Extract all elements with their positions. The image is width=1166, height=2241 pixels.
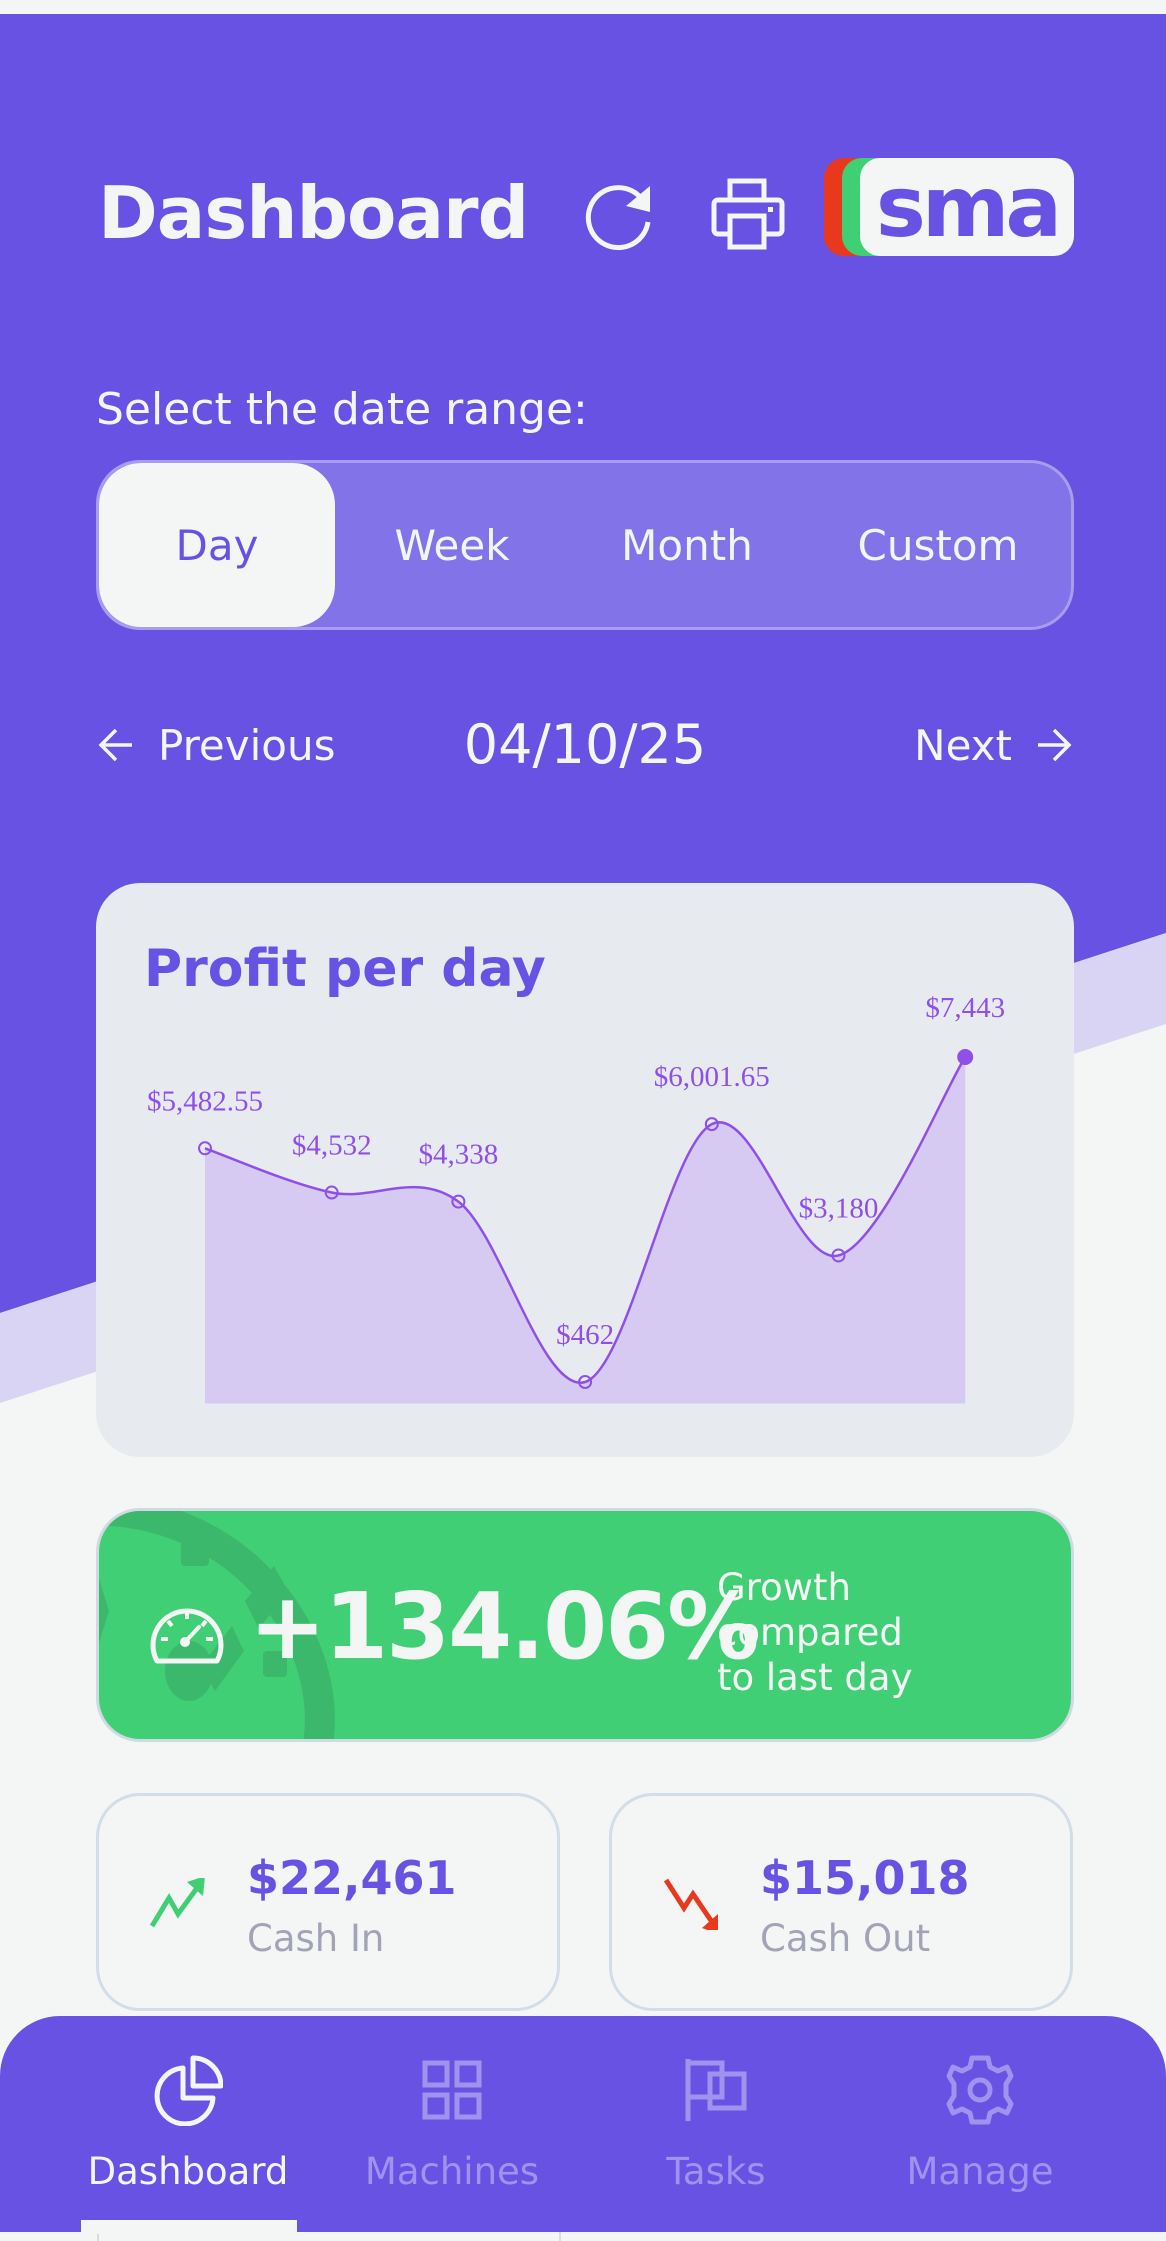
growth-caption-line: to last day — [717, 1656, 913, 1699]
date-range-selector: Day Week Month Custom — [96, 460, 1074, 630]
chart-title: Profit per day — [144, 939, 546, 999]
sma-logo: sma — [824, 158, 1074, 258]
active-tab-indicator — [81, 2220, 297, 2234]
cash-in-card[interactable]: $22,461 Cash In — [96, 1793, 560, 2011]
gear-icon — [946, 2055, 1014, 2125]
next-label: Next — [914, 720, 1012, 770]
growth-caption: Growth compared to last day — [717, 1565, 977, 1700]
bottom-navigation: Dashboard Machines Tasks — [0, 2016, 1166, 2232]
trend-up-icon — [149, 1878, 205, 1928]
data-label: $4,338 — [419, 1139, 499, 1171]
range-option-custom[interactable]: Custom — [857, 520, 1019, 570]
data-point[interactable] — [704, 1117, 719, 1132]
refresh-button[interactable] — [584, 176, 660, 252]
data-label: $5,482.55 — [147, 1085, 263, 1117]
speedometer-icon — [150, 1608, 224, 1664]
tab-label: Manage — [906, 2150, 1054, 2193]
card-edge — [559, 2232, 561, 2241]
logo-text: sma — [876, 158, 1058, 256]
chart-area — [205, 1057, 966, 1404]
data-label: $4,532 — [292, 1130, 372, 1162]
tab-machines[interactable]: Machines — [320, 2016, 584, 2232]
printer-icon — [711, 178, 785, 250]
data-point[interactable] — [451, 1194, 466, 1209]
data-label: $3,180 — [799, 1192, 879, 1224]
growth-card: +134.06% Growth compared to last day — [96, 1508, 1074, 1742]
profit-chart: $5,482.55 $4,532 $4,338 $462 $6,001.65 $3,180… — [147, 992, 1005, 1404]
tab-dashboard[interactable]: Dashboard — [56, 2016, 320, 2232]
date-navigation: 04/10/25 Previous Next — [96, 700, 1074, 790]
data-point[interactable] — [578, 1374, 593, 1389]
data-point[interactable] — [324, 1185, 339, 1200]
print-button[interactable] — [708, 176, 788, 252]
tab-label: Machines — [364, 2150, 540, 2193]
refresh-icon — [585, 185, 651, 251]
growth-caption-line: Growth — [717, 1566, 851, 1609]
range-option-week[interactable]: Week — [394, 520, 510, 570]
tab-label: Tasks — [666, 2150, 766, 2193]
data-label: $462 — [556, 1319, 614, 1351]
cash-out-card[interactable]: $15,018 Cash Out — [609, 1793, 1073, 2011]
data-point[interactable] — [957, 1049, 974, 1066]
pie-chart-icon — [154, 2055, 223, 2126]
previous-button[interactable]: Previous — [96, 700, 336, 790]
grid-icon — [422, 2060, 482, 2120]
growth-caption-line: compared — [717, 1611, 903, 1654]
cash-out-label: Cash Out — [760, 1917, 931, 1960]
flags-icon — [685, 2059, 747, 2121]
profit-chart-card: $5,482.55 $4,532 $4,338 $462 $6,001.65 $3,180… — [96, 883, 1074, 1457]
tab-label: Dashboard — [87, 2150, 289, 2193]
speedometer-watermark-icon — [99, 1511, 335, 1739]
cash-out-value: $15,018 — [760, 1851, 970, 1905]
data-point[interactable] — [198, 1141, 212, 1156]
tab-manage[interactable]: Manage — [848, 2016, 1112, 2232]
data-label: $7,443 — [925, 992, 1005, 1024]
cash-in-label: Cash In — [247, 1917, 385, 1960]
arrow-left-icon — [98, 728, 132, 762]
cash-in-value: $22,461 — [247, 1851, 457, 1905]
chart-line — [204, 1056, 967, 1384]
tab-tasks[interactable]: Tasks — [584, 2016, 848, 2232]
trend-down-icon — [663, 1878, 718, 1930]
range-option-month[interactable]: Month — [621, 520, 753, 570]
data-label: $6,001.65 — [654, 1061, 770, 1093]
previous-label: Previous — [158, 720, 336, 770]
next-button[interactable]: Next — [914, 700, 1074, 790]
data-point[interactable] — [831, 1248, 846, 1263]
growth-percentage: +134.06% — [249, 1573, 759, 1680]
range-option-day[interactable]: Day — [99, 463, 335, 627]
page-title: Dashboard — [98, 171, 529, 255]
arrow-right-icon — [1038, 728, 1072, 762]
date-range-label: Select the date range: — [96, 384, 588, 435]
card-edge — [97, 2232, 99, 2241]
